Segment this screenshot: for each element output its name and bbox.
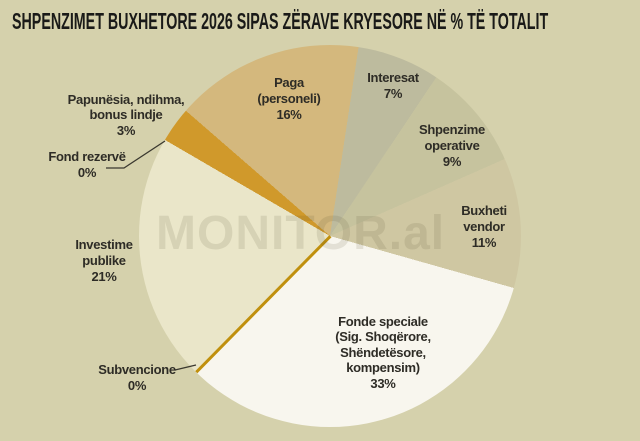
slice-label-paga: Paga (personeli) 16% xyxy=(257,75,321,122)
fond-rezerve-leader-line xyxy=(106,140,166,169)
slice-label-papunesia: Papunësia, ndihma, bonus lindje 3% xyxy=(67,92,185,138)
slice-label-buxheti: Buxheti vendor 11% xyxy=(461,203,507,250)
slice-label-shpenzime: Shpenzime operative 9% xyxy=(419,122,485,169)
slice-label-fonde-speciale: Fonde speciale (Sig. Shoqërore, Shëndetë… xyxy=(335,314,431,391)
slice-label-subvencione: Subvencione 0% xyxy=(98,362,176,393)
slice-label-investime: Investime publike 21% xyxy=(75,237,133,284)
slice-label-fond-rezerve: Fond rezervë 0% xyxy=(48,149,126,180)
subvencione-leader-line xyxy=(174,364,197,371)
chart-title: SHPENZIMET BUXHETORE 2026 SIPAS ZËRAVE K… xyxy=(12,8,549,34)
slice-label-interesat: Interesat 7% xyxy=(367,70,419,101)
pie-wrap xyxy=(139,45,521,427)
